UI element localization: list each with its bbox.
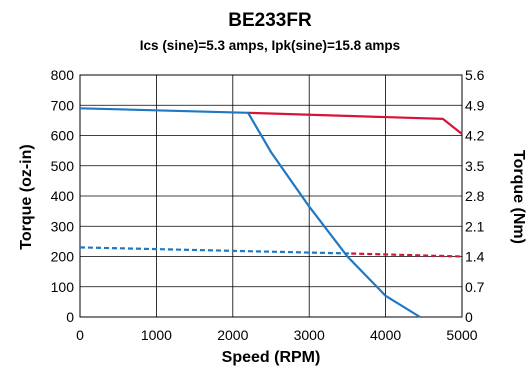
y-tick-label: 300 — [51, 218, 75, 234]
y2-tick-label: 2.8 — [465, 188, 485, 204]
y2-tick-label: 3.5 — [465, 158, 485, 174]
y-tick-label: 200 — [51, 249, 75, 265]
y2-tick-labels: 0 0.7 1.4 2.1 2.8 3.5 4.2 4.9 5.6 — [465, 67, 485, 325]
y-tick-label: 600 — [51, 128, 75, 144]
y-tick-label: 0 — [66, 309, 74, 325]
series-line-3 — [351, 252, 463, 258]
x-tick-label: 1000 — [141, 327, 172, 343]
y-tick-labels: 0 100 200 300 400 500 600 700 800 — [51, 67, 75, 325]
x-tick-label: 2000 — [217, 327, 248, 343]
y-tick-label: 800 — [51, 67, 75, 83]
y2-tick-label: 2.1 — [465, 218, 485, 234]
y-axis-label: Torque (oz-in) — [18, 144, 35, 249]
series-line-4 — [79, 246, 352, 255]
y2-axis-label: Torque (Nm) — [510, 150, 527, 244]
grid-lines — [80, 75, 462, 317]
chart-title: BE233FR — [228, 10, 312, 31]
y-tick-label: 400 — [51, 188, 75, 204]
y2-tick-label: 5.6 — [465, 67, 485, 83]
x-tick-labels: 0 1000 2000 3000 4000 5000 — [76, 327, 478, 343]
series-line-2 — [79, 107, 421, 318]
y2-tick-label: 0.7 — [465, 279, 485, 295]
y2-tick-label: 0 — [465, 309, 473, 325]
x-axis-label: Speed (RPM) — [222, 349, 321, 366]
x-tick-label: 0 — [76, 327, 84, 343]
x-tick-label: 4000 — [370, 327, 401, 343]
y2-tick-label: 4.2 — [465, 128, 485, 144]
chart-subtitle: Ics (sine)=5.3 amps, Ipk(sine)=15.8 amps — [140, 38, 400, 53]
x-tick-label: 5000 — [446, 327, 477, 343]
y-tick-label: 500 — [51, 158, 75, 174]
series-layer — [79, 107, 463, 318]
y-tick-label: 700 — [51, 97, 75, 113]
series-line-1 — [248, 111, 463, 135]
y-tick-label: 100 — [51, 279, 75, 295]
y2-tick-label: 4.9 — [465, 97, 485, 113]
x-tick-label: 3000 — [294, 327, 325, 343]
y2-tick-label: 1.4 — [465, 249, 485, 265]
